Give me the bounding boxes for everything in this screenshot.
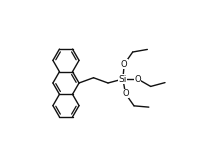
Text: O: O (134, 75, 141, 83)
Text: O: O (121, 60, 127, 69)
Text: Si: Si (119, 75, 127, 83)
Text: O: O (122, 89, 129, 98)
